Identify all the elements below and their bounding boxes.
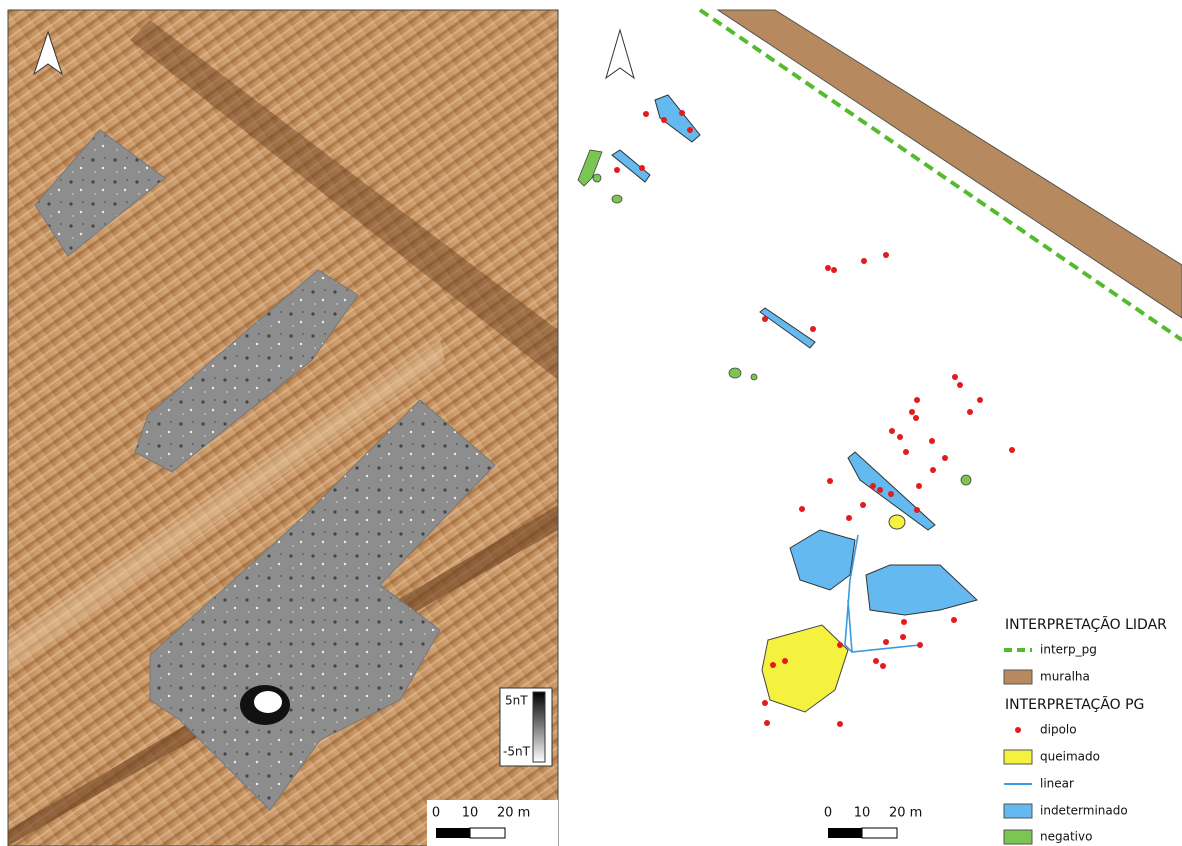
negativo — [750, 373, 758, 381]
scale-label: 10 — [462, 806, 479, 821]
indeterminado — [789, 529, 856, 591]
scale-bar — [436, 828, 470, 838]
scale-bar — [469, 827, 506, 839]
legend-item: queimado — [1040, 750, 1100, 764]
legend-symbol — [1015, 727, 1021, 733]
legend-symbol — [1003, 669, 1033, 685]
dipoles — [614, 110, 1015, 727]
survey-area — [34, 129, 166, 257]
legend-item: dipolo — [1040, 723, 1077, 737]
queimado — [761, 624, 849, 713]
survey-area — [134, 269, 359, 473]
scale-label: 20 m — [497, 806, 530, 821]
legend-title: INTERPRETAÇÃO LIDAR — [1005, 616, 1167, 633]
colorbar-max: 5nT — [505, 694, 528, 708]
bank — [130, 20, 558, 380]
anomaly — [254, 691, 282, 713]
legend-title: INTERPRETAÇÃO PG — [1005, 696, 1144, 713]
negativo — [611, 194, 623, 204]
indeterminado — [847, 451, 936, 531]
colorbar-min: -5nT — [503, 745, 531, 759]
scale-label: 10 — [854, 806, 871, 821]
scale-bar — [828, 828, 862, 838]
scale-bar — [861, 827, 898, 839]
scale-label: 20 m — [889, 806, 922, 821]
indeterminado — [759, 307, 816, 349]
colorbar — [532, 691, 546, 763]
track — [8, 340, 445, 670]
muralha — [716, 9, 1182, 319]
legend-symbol — [1003, 803, 1033, 819]
legend-item: muralha — [1040, 670, 1090, 684]
legend-item: linear — [1040, 777, 1074, 791]
legend-item: indeterminado — [1040, 804, 1128, 818]
right-map: INTERPRETAÇÃO LIDAR interp_pg muralha IN… — [577, 8, 1182, 846]
left-map: 5nT -5nT 0 10 20 m — [7, 9, 559, 846]
north-arrow — [33, 30, 63, 76]
linear — [844, 534, 921, 653]
legend: INTERPRETAÇÃO LIDAR interp_pg muralha IN… — [1000, 606, 1182, 846]
survey-area — [149, 399, 496, 811]
north-arrow — [605, 28, 635, 80]
negativo — [728, 367, 742, 379]
scale-label: 0 — [432, 806, 440, 821]
negativo — [960, 474, 972, 486]
queimado — [888, 514, 906, 530]
legend-item: negativo — [1040, 830, 1092, 844]
scale-label: 0 — [824, 806, 832, 821]
negativo — [577, 149, 603, 187]
negativo — [592, 173, 602, 183]
legend-symbol — [1003, 749, 1033, 765]
legend-symbol — [1003, 829, 1033, 845]
indeterminado — [611, 149, 651, 183]
indeterminado — [865, 564, 978, 616]
legend-item: interp_pg — [1040, 643, 1097, 657]
scale-box — [427, 800, 558, 846]
interp-pg — [698, 8, 1182, 342]
